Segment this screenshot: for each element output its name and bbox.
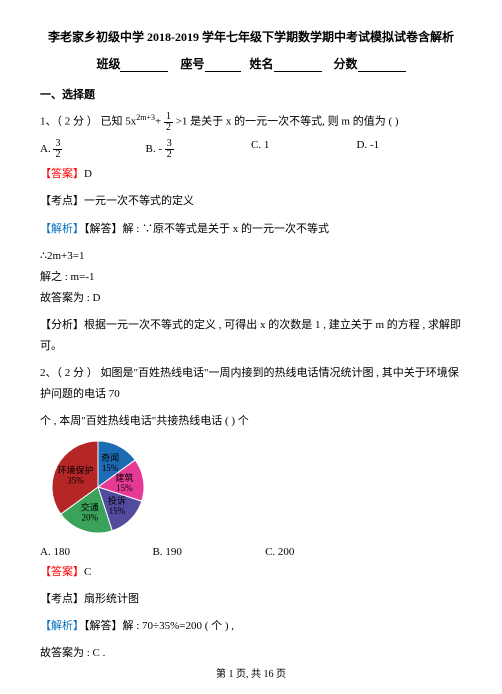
svg-text:奇闻: 奇闻 bbox=[101, 453, 119, 464]
q2-point-label: 【考点】 bbox=[40, 593, 84, 605]
q1-opta-num: 3 bbox=[53, 139, 62, 150]
doc-title: 李老家乡初级中学 2018-2019 学年七年级下学期数学期中考试模拟试卷含解析 bbox=[40, 28, 462, 45]
svg-text:交通: 交通 bbox=[81, 502, 99, 513]
footer-prefix: 第 bbox=[216, 669, 229, 680]
q1-answer-val: D bbox=[84, 168, 92, 180]
seat-label: 座号 bbox=[180, 57, 204, 71]
q1-optb-num: 3 bbox=[165, 139, 174, 150]
q1-stem: 1、（ 2 分 ） 已知 5x2m+3+ 12 >1 是关于 x 的一元一次不等… bbox=[40, 110, 462, 133]
svg-text:15%: 15% bbox=[116, 483, 133, 493]
q1-stem-pre: 1、（ 2 分 ） 已知 5x bbox=[40, 116, 136, 128]
q1-answer-label: 【答案】 bbox=[40, 168, 84, 180]
svg-text:15%: 15% bbox=[102, 464, 119, 474]
q1-stem-mid: + bbox=[155, 116, 161, 128]
q1-stem-post: >1 是关于 x 的一元一次不等式, 则 m 的值为 ( ) bbox=[176, 116, 399, 128]
q1-opt-d: D. -1 bbox=[357, 139, 463, 160]
q1-point-val: 一元一次不等式的定义 bbox=[84, 195, 194, 207]
q1-optb-frac: 32 bbox=[165, 139, 174, 160]
svg-text:20%: 20% bbox=[82, 513, 99, 523]
score-blank bbox=[358, 60, 406, 72]
svg-text:15%: 15% bbox=[109, 506, 126, 516]
q1-solve: 解之 : m=-1 bbox=[40, 267, 462, 288]
section-1-head: 一、选择题 bbox=[40, 86, 462, 102]
q1-point: 【考点】一元一次不等式的定义 bbox=[40, 191, 462, 212]
footer-mid: 页, 共 bbox=[234, 669, 264, 680]
q2-stem-1: 2、（ 2 分 ） 如图是"百姓热线电话"一周内接到的热线电话情况统计图 , 其… bbox=[40, 363, 462, 405]
svg-text:建筑: 建筑 bbox=[115, 472, 133, 483]
footer-total: 16 bbox=[264, 669, 274, 680]
q1-opt-c: C. 1 bbox=[251, 139, 357, 160]
seat-blank bbox=[205, 60, 241, 72]
q1-ans-line: 故答案为 : D bbox=[40, 288, 462, 309]
q2-stem-2: 个 , 本周"百姓热线电话"共接热线电话 ( ) 个 bbox=[40, 411, 462, 432]
class-blank bbox=[120, 60, 168, 72]
q2-analysis: 【解析】【解答】解 : 70÷35%=200 ( 个 ) , bbox=[40, 616, 462, 637]
q1-analysis-label: 【解析】 bbox=[40, 223, 84, 235]
q2-ans-line: 故答案为 : C . bbox=[40, 643, 462, 664]
q1-frac-num: 1 bbox=[164, 112, 173, 123]
footer-suffix: 页 bbox=[274, 669, 287, 680]
q1-analysis-1: 【解析】【解答】解 : ∵原不等式是关于 x 的一元一次不等式 bbox=[40, 219, 462, 240]
score-label: 分数 bbox=[334, 57, 358, 71]
page-footer: 第 1 页, 共 16 页 bbox=[0, 665, 502, 680]
form-line: 班级 座号 姓名 分数 bbox=[40, 55, 462, 72]
q1-opt-a: A. 32 bbox=[40, 139, 146, 160]
name-label: 姓名 bbox=[250, 57, 274, 71]
pie-svg: 奇闻15%建筑15%投诉15%交通20%环境保护35% bbox=[40, 437, 190, 537]
q1-optb-pre: B. - bbox=[146, 143, 165, 155]
q1-answer: 【答案】D bbox=[40, 164, 462, 185]
q1-frac-den: 2 bbox=[164, 123, 173, 133]
q1-options: A. 32 B. - 32 C. 1 D. -1 bbox=[40, 139, 462, 160]
svg-text:环境保护: 环境保护 bbox=[57, 465, 93, 476]
q2-opt-a: A. 180 bbox=[40, 546, 153, 558]
q1-frac: 12 bbox=[164, 112, 173, 133]
svg-text:投诉: 投诉 bbox=[108, 495, 126, 506]
q1-eq: ∴2m+3=1 bbox=[40, 246, 462, 267]
q1-analysis-text: 【解答】解 : ∵原不等式是关于 x 的一元一次不等式 bbox=[84, 223, 329, 235]
name-blank bbox=[274, 60, 322, 72]
class-label: 班级 bbox=[96, 57, 120, 71]
pie-chart: 奇闻15%建筑15%投诉15%交通20%环境保护35% bbox=[40, 437, 462, 540]
q1-opta-pre: A. bbox=[40, 143, 53, 155]
svg-text:35%: 35% bbox=[67, 476, 84, 486]
q1-analysis-2: 【分析】根据一元一次不等式的定义 , 可得出 x 的次数是 1 , 建立关于 m… bbox=[40, 315, 462, 357]
q1-exp: 2m+3 bbox=[136, 113, 155, 122]
q1-opt-b: B. - 32 bbox=[146, 139, 252, 160]
q2-options: A. 180 B. 190 C. 200 bbox=[40, 546, 378, 558]
q2-answer: 【答案】C bbox=[40, 562, 462, 583]
q2-point-val: 扇形统计图 bbox=[84, 593, 139, 605]
q2-analysis-text: 【解答】解 : 70÷35%=200 ( 个 ) , bbox=[84, 620, 234, 632]
q1-opta-den: 2 bbox=[53, 150, 62, 160]
q1-optb-den: 2 bbox=[165, 150, 174, 160]
q2-opt-b: B. 190 bbox=[153, 546, 266, 558]
q2-answer-val: C bbox=[84, 566, 91, 578]
q2-point: 【考点】扇形统计图 bbox=[40, 589, 462, 610]
q2-analysis-label: 【解析】 bbox=[40, 620, 84, 632]
q2-opt-c: C. 200 bbox=[265, 546, 378, 558]
q2-answer-label: 【答案】 bbox=[40, 566, 84, 578]
q1-opta-frac: 32 bbox=[53, 139, 62, 160]
q1-point-label: 【考点】 bbox=[40, 195, 84, 207]
